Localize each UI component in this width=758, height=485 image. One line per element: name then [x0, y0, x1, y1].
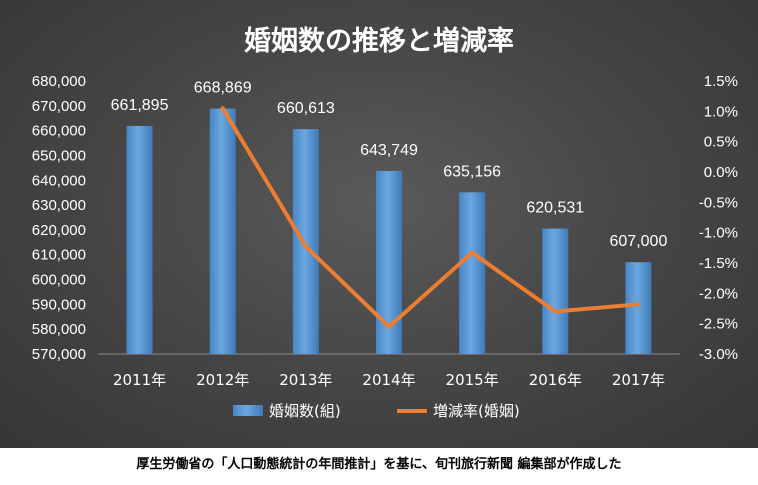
right-axis-tick-label: 1.0%	[704, 103, 738, 120]
right-axis-tick-label: 0.5%	[704, 134, 738, 151]
x-tick-label: 2013年	[279, 371, 332, 389]
legend-label-line: 増減率(婚姻)	[433, 402, 520, 420]
chart-panel: 婚姻数の推移と増減率 570,000 580,000 590,000 600,000 6…	[0, 0, 758, 448]
chart: 婚姻数の推移と増減率 570,000 580,000 590,000 600,000 6…	[32, 25, 738, 420]
bar-data-label: 668,869	[194, 80, 252, 97]
left-axis-tick-label: 580,000	[32, 321, 86, 338]
x-tick-label: 2017年	[612, 371, 665, 389]
right-axis-tick-label: -1.5%	[699, 255, 738, 272]
right-axis-tick-label: -3.0%	[699, 346, 738, 363]
legend-swatch-bar	[233, 405, 263, 416]
bar-data-label: 620,531	[526, 200, 584, 217]
bar-data-label: 643,749	[360, 142, 418, 159]
bar-data-label: 661,895	[111, 97, 169, 114]
right-axis-tick-label: 1.5%	[704, 73, 738, 90]
line-point	[387, 324, 391, 329]
line-path	[220, 106, 641, 329]
bar	[376, 170, 402, 354]
line-point	[553, 309, 558, 314]
left-axis-tick-label: 620,000	[32, 222, 86, 239]
caption: 厚生労働省の「人口動態統計の年間推計」を基に、旬刊旅行新聞 編集部が作成した	[136, 457, 622, 472]
bar	[625, 262, 652, 354]
right-axis: -3.0% -2.5% -2.0% -1.5% -1.0% -0.5% 0.0% 0.5% 1.…	[699, 73, 738, 363]
bar-data-labels: 661,895 668,869 660,613 643,749 635,156 620,5…	[111, 80, 668, 251]
left-axis: 570,000 580,000 590,000 600,000 610,000 620,0…	[32, 73, 86, 363]
line-point	[470, 250, 475, 255]
bar-series	[126, 108, 652, 354]
line-point	[636, 302, 641, 307]
right-axis-tick-label: -2.0%	[699, 285, 738, 302]
bar-data-label: 607,000	[610, 233, 668, 250]
left-axis-tick-label: 660,000	[32, 123, 86, 140]
right-axis-tick-label: -2.5%	[699, 316, 738, 333]
left-axis-tick-label: 630,000	[32, 197, 86, 214]
left-axis-tick-label: 600,000	[32, 272, 86, 289]
line-point	[303, 244, 308, 249]
line-series	[220, 106, 641, 329]
bar	[542, 228, 569, 354]
right-axis-tick-label: 0.0%	[704, 164, 738, 181]
x-tick-label: 2016年	[529, 371, 582, 389]
legend: 婚姻数(組) 増減率(婚姻)	[233, 402, 520, 420]
left-axis-tick-label: 640,000	[32, 172, 86, 189]
bar	[126, 125, 153, 354]
x-tick-label: 2011年	[113, 371, 166, 389]
chart-title: 婚姻数の推移と増減率	[244, 25, 514, 57]
x-tick-label: 2014年	[362, 371, 415, 389]
line-point	[220, 106, 225, 111]
left-axis-tick-label: 670,000	[32, 98, 86, 115]
right-axis-tick-label: -0.5%	[699, 194, 738, 211]
x-tick-label: 2015年	[446, 371, 499, 389]
bar	[459, 192, 486, 354]
left-axis-tick-label: 650,000	[32, 147, 86, 164]
left-axis-tick-label: 680,000	[32, 73, 86, 90]
right-axis-tick-label: -1.0%	[699, 225, 738, 242]
bar	[292, 129, 319, 354]
x-tick-label: 2012年	[196, 371, 249, 389]
x-axis-ticks: 2011年 2012年 2013年 2014年 2015年 2016年 2017年	[113, 371, 665, 389]
bar-data-label: 635,156	[443, 163, 501, 180]
bar	[209, 108, 236, 354]
left-axis-tick-label: 610,000	[32, 247, 86, 264]
legend-label-bar: 婚姻数(組)	[269, 402, 341, 420]
bar-data-label: 660,613	[277, 100, 335, 117]
left-axis-tick-label: 570,000	[32, 346, 86, 363]
left-axis-tick-label: 590,000	[32, 296, 86, 313]
